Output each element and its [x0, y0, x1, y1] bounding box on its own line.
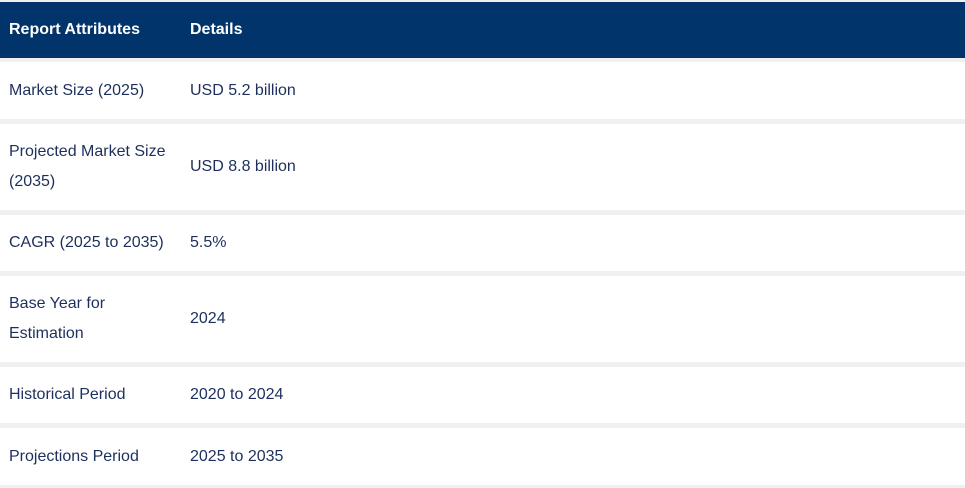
row-attribute: Market Size (2025)	[9, 81, 145, 99]
row-attribute: Projected Market Size (2035)	[9, 143, 166, 190]
table-row: Projected Market Size (2035) USD 8.8 bil…	[0, 124, 965, 210]
row-details: USD 5.2 billion	[190, 81, 296, 99]
row-attribute: Base Year for Estimation	[9, 295, 106, 342]
row-attribute: Historical Period	[9, 386, 126, 403]
row-details: 5.5%	[190, 234, 227, 251]
table-row: CAGR (2025 to 2035) 5.5%	[0, 215, 965, 271]
table-header-row: Report Attributes Details	[0, 2, 965, 58]
row-details: 2020 to 2024	[190, 386, 284, 403]
table-row: Projections Period 2025 to 2035	[0, 428, 965, 485]
row-attribute: CAGR (2025 to 2035)	[9, 234, 164, 251]
table-row: Historical Period 2020 to 2024	[0, 367, 965, 423]
table-row: Base Year for Estimation 2024	[0, 276, 965, 362]
header-details: Details	[190, 21, 243, 38]
header-report-attributes: Report Attributes	[9, 21, 140, 38]
row-details: 2025 to 2035	[190, 447, 284, 465]
row-attribute: Projections Period	[9, 447, 139, 465]
table-row: Market Size (2025) USD 5.2 billion	[0, 62, 965, 119]
row-details: 2024	[190, 310, 226, 327]
row-details: USD 8.8 billion	[190, 158, 296, 175]
